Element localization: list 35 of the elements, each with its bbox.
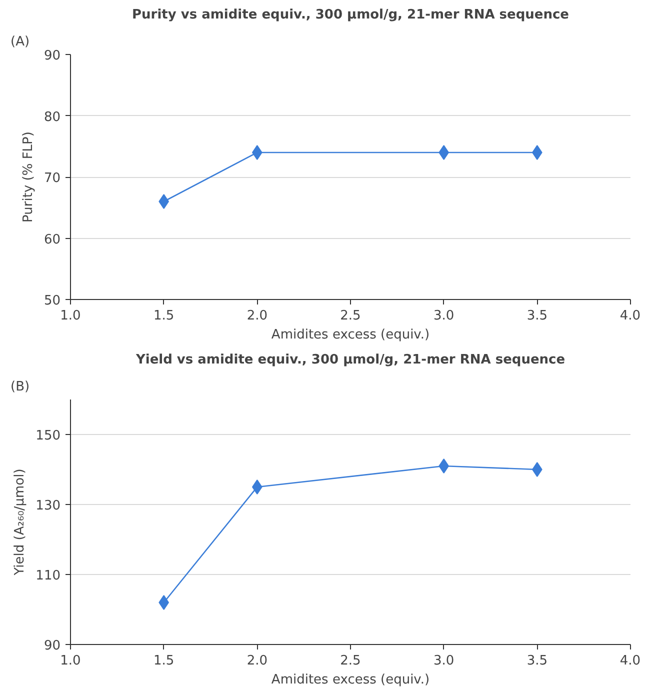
point	[438, 458, 449, 474]
y-tick-label: 130	[36, 498, 61, 514]
y-tick-label: 50	[44, 294, 61, 308]
y-axis-title: Yield (A₂₆₀/µmol)	[12, 468, 28, 576]
x-tick-label: 1.5	[153, 308, 174, 324]
y-tick-label: 90	[44, 48, 61, 64]
chart-title: Purity vs amidite equiv., 300 µmol/g, 21-mer RNA sequence	[132, 8, 570, 22]
text: (B)	[10, 380, 30, 394]
x-tick-label: 3.0	[433, 654, 454, 668]
x-tick-label: 4.0	[620, 654, 641, 668]
point	[532, 462, 542, 477]
x-tick-label: 1.0	[60, 308, 81, 324]
chart-title: Yield vs amidite equiv., 300 µmol/g, 21-mer RNA sequence	[134, 352, 566, 368]
x-tick-label: 4.0	[620, 308, 641, 324]
x-tick-label: 3.5	[526, 308, 548, 324]
x-tick-label: 3.0	[433, 308, 454, 324]
x-axis-title: Amidites excess (equiv.)	[271, 672, 430, 688]
text: (A)	[10, 34, 30, 50]
point	[158, 595, 169, 610]
y-tick-label: 150	[36, 428, 61, 444]
x-tick-label: 1.0	[60, 654, 81, 668]
x-tick-label: 3.5	[526, 654, 548, 668]
x-tick-label: 2.0	[246, 308, 268, 324]
point	[252, 480, 262, 494]
x-axis-title: Amidites excess (equiv.)	[271, 328, 430, 342]
x-tick-label: 2.5	[340, 308, 361, 324]
y-tick-label: 70	[44, 171, 61, 186]
y-axis-title: Purity (% FLP)	[20, 132, 36, 222]
y-tick-label: 60	[44, 232, 61, 248]
y-tick-label: 110	[36, 568, 61, 584]
x-tick-label: 2.0	[246, 654, 268, 668]
x-tick-label: 2.5	[340, 654, 361, 668]
y-tick-label: 90	[44, 638, 61, 654]
y-tick-label: 80	[44, 110, 61, 125]
x-tick-label: 1.5	[153, 654, 174, 668]
